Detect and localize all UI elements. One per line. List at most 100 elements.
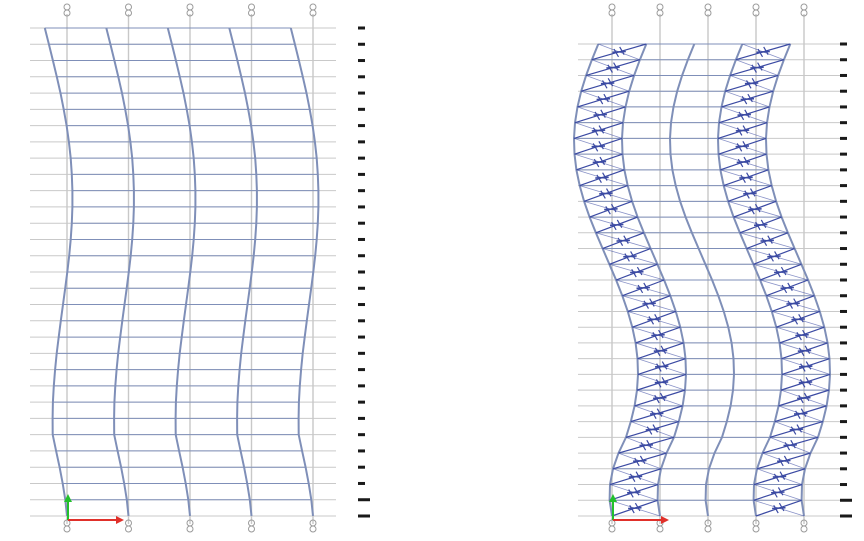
cross-brace-icon [793,298,799,307]
grid-axis-bubble-icon [704,3,712,17]
story-level-marker-icon [840,42,847,46]
cross-brace-icon [594,111,601,121]
story-level-marker-icon [358,172,365,176]
story-level-marker-icon [358,481,365,485]
cross-brace-icon [798,381,813,384]
cross-brace-icon [740,97,755,101]
cross-brace-icon [651,329,665,341]
cross-brace-icon [649,298,655,307]
cross-brace-icon [742,141,748,150]
cross-brace-icon [599,188,613,199]
cross-brace-icon [797,392,811,404]
cross-brace-icon [757,62,763,71]
grid-axis-bubble-icon [752,519,760,533]
cross-brace-icon [805,377,812,386]
cross-brace-icon [757,48,764,58]
cross-brace-icon [760,219,767,229]
grid-axis-bubble-icon [248,3,255,11]
cross-brace-icon [617,237,624,246]
cross-brace-icon [596,93,611,105]
cross-brace-icon [598,125,605,134]
cross-brace-icon [634,457,640,467]
story-level-marker-icon [840,435,847,439]
cross-brace-icon [744,109,750,118]
cross-brace-icon [754,203,761,213]
cross-brace-icon [755,221,761,231]
cross-brace-icon [741,95,748,105]
cross-brace-icon [627,487,641,498]
cross-brace-icon [773,473,780,482]
story-level-marker-icon [358,400,365,404]
cross-brace-icon [636,266,643,276]
cross-brace-icon [649,408,664,419]
story-level-marker-icon [358,189,365,193]
story-level-marker-icon [358,254,365,258]
grid-axis-bubble-icon [248,3,255,17]
cross-brace-icon [800,408,807,417]
story-level-marker-icon [358,368,365,372]
cross-brace-icon [656,408,663,417]
cross-brace-icon [591,129,606,132]
cross-brace-icon [633,459,647,463]
cross-brace-icon [772,506,786,510]
cross-brace-icon [798,394,804,404]
cross-brace-icon [599,192,613,195]
cross-brace-icon [633,455,647,467]
story-level-marker-icon [358,433,365,437]
deformed-column [289,27,320,517]
cross-brace-icon [604,203,618,215]
grid-axis-bubble-icon [309,9,317,17]
grid-axis-bubble-icon [248,9,255,17]
cross-brace-icon [778,502,785,512]
cross-brace-icon [737,113,751,117]
cross-brace-icon [790,426,797,435]
deformed-column [166,27,197,517]
coordinate-axes-icon [661,516,669,524]
cross-brace-icon [804,345,811,354]
story-level-marker-icon [840,467,847,471]
cross-brace-icon [771,491,785,494]
cross-brace-icon [735,129,750,132]
grid-axis-bubble-icon [186,525,194,533]
cross-brace-icon [783,443,797,447]
cross-brace-icon [789,424,804,435]
cross-brace-icon [651,333,665,337]
story-level-marker-icon [840,231,847,235]
cross-brace-icon [596,174,602,183]
deformed-column [668,43,736,517]
cross-brace-icon [598,141,604,150]
grid-axis-bubble-icon [63,3,71,11]
cross-brace-icon [743,156,750,166]
cross-brace-icon [600,109,606,118]
grid-axis-bubble-icon [800,9,808,17]
cross-brace-icon [629,504,635,514]
coordinate-axes-icon [64,494,72,502]
cross-brace-icon [616,239,630,242]
cross-brace-icon [604,207,618,211]
cross-brace-icon [654,347,661,357]
cross-brace-icon [750,66,764,69]
cross-brace-icon [751,78,758,87]
cross-brace-icon [595,176,609,179]
cross-brace-icon [607,78,614,87]
cross-brace-icon [596,97,611,101]
cross-brace-icon [739,172,753,183]
cross-brace-icon [753,223,768,227]
story-level-marker-icon [840,357,847,361]
story-level-marker-icon [358,59,365,63]
story-level-marker-icon [358,416,365,420]
grid-axis-bubble-icon [125,3,132,17]
cross-brace-icon [787,300,794,309]
coordinate-axes-icon [64,494,124,524]
story-level-marker-icon [840,199,847,203]
story-level-marker-icon [358,384,365,388]
cross-brace-icon [645,428,660,431]
story-level-marker-icon [358,465,365,469]
cross-brace-icon [599,156,606,166]
story-level-marker-icon [840,372,847,376]
cross-brace-icon [611,221,617,231]
story-level-marker-icon [840,215,847,219]
cross-brace-icon [609,223,624,227]
cross-brace-icon [798,347,805,357]
